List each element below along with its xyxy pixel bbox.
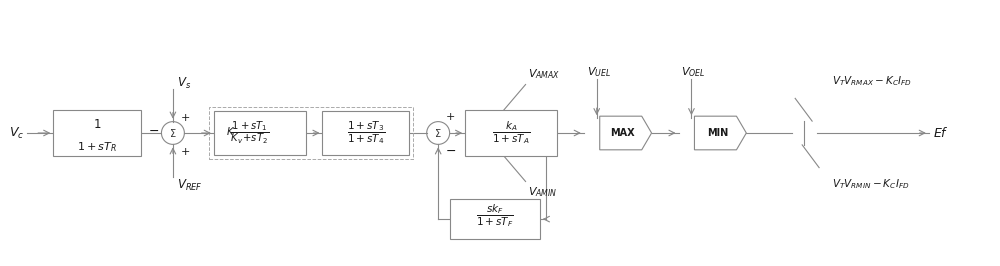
Text: $-$: $-$ xyxy=(445,144,456,157)
Text: MAX: MAX xyxy=(610,128,635,138)
Text: $\Sigma$: $\Sigma$ xyxy=(434,127,442,139)
FancyBboxPatch shape xyxy=(53,110,141,156)
Text: MIN: MIN xyxy=(707,128,728,138)
Text: $-$: $-$ xyxy=(148,123,160,136)
Text: $\dfrac{1+sT_3}{1+sT_4}$: $\dfrac{1+sT_3}{1+sT_4}$ xyxy=(347,120,385,146)
Text: $V_{AMIN}$: $V_{AMIN}$ xyxy=(528,185,557,199)
Text: $Ef$: $Ef$ xyxy=(933,126,949,140)
Text: $\dfrac{sk_F}{1+sT_F}$: $\dfrac{sk_F}{1+sT_F}$ xyxy=(476,202,514,228)
Text: $+$: $+$ xyxy=(180,112,190,123)
FancyBboxPatch shape xyxy=(450,199,540,239)
Text: $V_s$: $V_s$ xyxy=(177,76,191,91)
Text: $\dfrac{k_A}{1+sT_A}$: $\dfrac{k_A}{1+sT_A}$ xyxy=(492,120,530,146)
Text: $V_{UEL}$: $V_{UEL}$ xyxy=(587,65,611,78)
Text: $1$: $1$ xyxy=(93,118,101,131)
FancyBboxPatch shape xyxy=(214,111,306,155)
Text: $+$: $+$ xyxy=(445,111,455,122)
Text: $\Sigma$: $\Sigma$ xyxy=(169,127,177,139)
Text: $1+sT_R$: $1+sT_R$ xyxy=(77,140,117,154)
Text: $V_{OEL}$: $V_{OEL}$ xyxy=(681,65,706,78)
Text: $K\!\dfrac{1+sT_1}{K_v\!+\!sT_2}$: $K\!\dfrac{1+sT_1}{K_v\!+\!sT_2}$ xyxy=(226,120,269,146)
Text: $V_T V_{RMIN}-K_C I_{FD}$: $V_T V_{RMIN}-K_C I_{FD}$ xyxy=(832,178,910,191)
Text: $V_{REF}$: $V_{REF}$ xyxy=(177,178,203,193)
Text: $V_T V_{RMAX}-K_C I_{FD}$: $V_T V_{RMAX}-K_C I_{FD}$ xyxy=(832,75,912,88)
FancyBboxPatch shape xyxy=(322,111,409,155)
Text: $V_c$: $V_c$ xyxy=(9,126,25,140)
Text: $V_{AMAX}$: $V_{AMAX}$ xyxy=(528,67,560,81)
Text: $+$: $+$ xyxy=(180,146,190,157)
FancyBboxPatch shape xyxy=(465,110,557,156)
